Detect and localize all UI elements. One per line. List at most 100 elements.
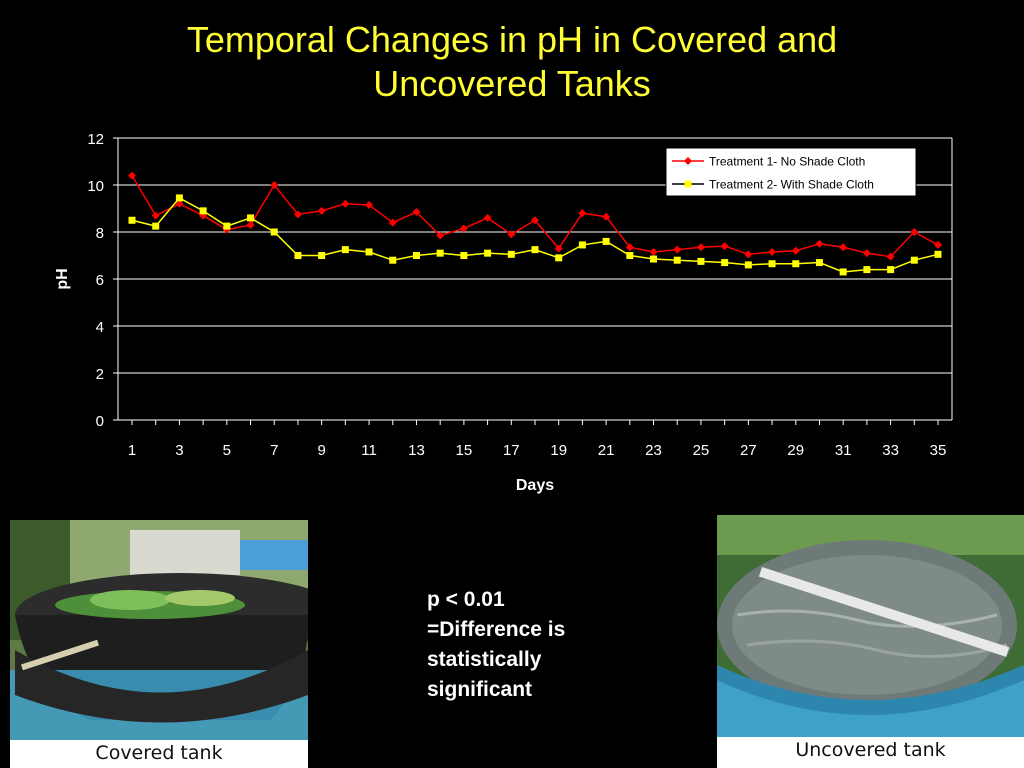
series-2-point-day-11 bbox=[365, 248, 373, 256]
x-tick-label-33: 33 bbox=[882, 442, 899, 459]
series-2-point-day-6 bbox=[247, 214, 255, 222]
series-1-point-day-13 bbox=[412, 208, 421, 217]
x-tick-label-23: 23 bbox=[645, 442, 662, 459]
x-tick-label-29: 29 bbox=[787, 442, 804, 459]
legend-marker-2 bbox=[684, 180, 692, 188]
series-1-point-day-23 bbox=[649, 247, 658, 256]
series-2-point-day-24 bbox=[673, 256, 681, 264]
x-tick-label-13: 13 bbox=[408, 442, 425, 459]
y-tick-label-12: 12 bbox=[87, 131, 104, 148]
series-2-point-day-9 bbox=[318, 252, 326, 259]
series-1-point-day-33 bbox=[886, 252, 895, 261]
series-1-point-day-21 bbox=[602, 212, 611, 221]
series-2-point-day-22 bbox=[626, 252, 634, 259]
note-line-1: p < 0.01 bbox=[427, 588, 505, 611]
x-tick-label-31: 31 bbox=[835, 442, 852, 459]
x-tick-label-1: 1 bbox=[128, 442, 136, 459]
y-tick-label-10: 10 bbox=[87, 178, 104, 195]
series-2-point-day-13 bbox=[412, 252, 420, 259]
series-2-point-day-10 bbox=[341, 246, 349, 254]
slide-title: Temporal Changes in pH in Covered and Un… bbox=[0, 18, 1024, 106]
series-1-point-day-6 bbox=[246, 220, 255, 229]
x-tick-label-3: 3 bbox=[175, 442, 183, 459]
series-2-point-day-28 bbox=[768, 260, 776, 268]
series-1-point-day-7 bbox=[270, 181, 279, 189]
series-1-point-day-11 bbox=[365, 200, 374, 209]
series-2-point-day-18 bbox=[531, 246, 539, 254]
series-1-point-day-8 bbox=[293, 210, 302, 219]
series-2-point-day-15 bbox=[460, 252, 468, 259]
series-1-point-day-2 bbox=[151, 211, 160, 220]
x-tick-label-19: 19 bbox=[550, 442, 567, 459]
series-1-point-day-5 bbox=[222, 225, 231, 234]
series-1-point-day-30 bbox=[815, 239, 824, 248]
series-2-point-day-4 bbox=[199, 207, 207, 215]
series-1-point-day-14 bbox=[436, 231, 445, 240]
y-tick-label-0: 0 bbox=[96, 413, 104, 430]
significance-note: p < 0.01 =Difference is statistically si… bbox=[427, 585, 565, 705]
series-2-point-day-30 bbox=[815, 259, 823, 267]
series-1-point-day-29 bbox=[791, 246, 800, 255]
series-2-point-day-8 bbox=[294, 252, 302, 259]
legend-label-1: Treatment 1- No Shade Cloth bbox=[709, 155, 865, 169]
note-line-3: statistically bbox=[427, 648, 542, 671]
series-1-point-day-26 bbox=[720, 242, 729, 251]
x-tick-label-25: 25 bbox=[693, 442, 710, 459]
series-1-point-day-15 bbox=[459, 224, 468, 233]
x-tick-label-27: 27 bbox=[740, 442, 757, 459]
series-2-point-day-26 bbox=[721, 259, 729, 267]
series-2-point-day-17 bbox=[507, 250, 515, 258]
series-2-point-day-7 bbox=[270, 228, 278, 236]
covered-tank-photo: Covered tank bbox=[10, 520, 308, 768]
uncovered-tank-caption: Uncovered tank bbox=[795, 739, 946, 761]
note-line-4: significant bbox=[427, 678, 533, 701]
series-1-point-day-31 bbox=[839, 243, 848, 252]
series-1-point-day-27 bbox=[744, 250, 753, 259]
series-1-point-day-28 bbox=[768, 247, 777, 256]
series-1-point-day-35 bbox=[934, 240, 942, 249]
y-tick-label-8: 8 bbox=[96, 225, 104, 242]
series-1-point-day-3 bbox=[175, 199, 184, 208]
legend-marker-1 bbox=[684, 157, 692, 165]
series-2-point-day-29 bbox=[792, 260, 800, 268]
x-tick-label-21: 21 bbox=[598, 442, 615, 459]
series-1-point-day-10 bbox=[341, 199, 350, 208]
x-tick-label-35: 35 bbox=[930, 442, 947, 459]
x-tick-label-11: 11 bbox=[361, 442, 377, 459]
series-2-point-day-16 bbox=[484, 249, 492, 257]
y-tick-label-2: 2 bbox=[96, 366, 104, 383]
y-tick-label-4: 4 bbox=[96, 319, 104, 336]
covered-tank-caption: Covered tank bbox=[95, 742, 223, 764]
series-1-point-day-34 bbox=[910, 228, 919, 236]
series-2-point-day-33 bbox=[887, 266, 895, 274]
series-2-point-day-2 bbox=[152, 222, 160, 230]
x-tick-label-9: 9 bbox=[317, 442, 325, 459]
series-2-point-day-34 bbox=[910, 256, 918, 264]
series-2-point-day-32 bbox=[863, 266, 871, 274]
slide-title-line-2: Uncovered Tanks bbox=[373, 63, 651, 104]
y-tick-label-6: 6 bbox=[96, 272, 104, 289]
legend-box bbox=[665, 147, 917, 197]
note-line-2: =Difference is bbox=[427, 618, 566, 641]
series-2-point-day-1 bbox=[128, 216, 136, 224]
series-2-point-day-21 bbox=[602, 237, 610, 245]
series-1-point-day-18 bbox=[531, 216, 539, 225]
series-1-point-day-25 bbox=[696, 243, 705, 252]
series-1-point-day-16 bbox=[483, 213, 492, 222]
series-2-point-day-19 bbox=[555, 254, 563, 262]
x-axis-title: Days bbox=[516, 477, 554, 494]
series-2-point-day-35 bbox=[934, 250, 942, 258]
uncovered-tank-photo: Uncovered tank bbox=[717, 515, 1024, 768]
series-2-point-day-3 bbox=[175, 194, 183, 202]
series-1-point-day-20 bbox=[578, 209, 587, 218]
series-2-point-day-20 bbox=[578, 241, 586, 249]
series-2-point-day-25 bbox=[697, 257, 705, 265]
x-tick-label-15: 15 bbox=[456, 442, 473, 459]
y-axis-title: pH bbox=[54, 268, 71, 289]
x-tick-label-7: 7 bbox=[270, 442, 278, 459]
x-tick-label-5: 5 bbox=[223, 442, 231, 459]
uncovered-tank-illustration bbox=[717, 515, 1024, 737]
series-2-point-day-14 bbox=[436, 249, 444, 257]
series-1-point-day-1 bbox=[128, 171, 136, 180]
